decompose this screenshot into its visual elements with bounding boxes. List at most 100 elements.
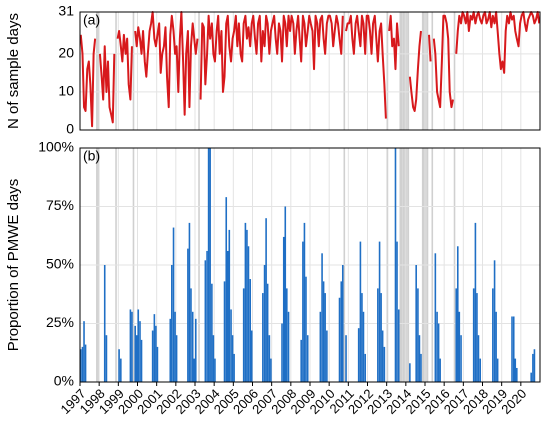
missing-band xyxy=(431,12,434,130)
bar xyxy=(209,148,211,382)
missing-band xyxy=(343,12,346,130)
bar xyxy=(460,335,462,382)
bar xyxy=(244,222,247,382)
bar xyxy=(532,353,534,382)
bar xyxy=(284,206,287,382)
bar xyxy=(533,349,536,382)
bar xyxy=(191,311,194,382)
y-tick-label: 25% xyxy=(46,314,74,330)
bar xyxy=(512,316,515,382)
bar xyxy=(286,288,288,382)
bar xyxy=(169,318,172,382)
y-tick-label: 75% xyxy=(46,197,74,213)
missing-band xyxy=(404,12,406,130)
panel-label: (a) xyxy=(83,12,100,28)
bar xyxy=(394,148,397,382)
data-line xyxy=(79,11,541,128)
bar xyxy=(496,358,499,382)
bar xyxy=(282,236,285,382)
bar xyxy=(105,335,108,382)
bar xyxy=(214,358,216,382)
bar xyxy=(171,265,173,382)
bar xyxy=(300,339,302,382)
bar xyxy=(204,260,207,382)
bar xyxy=(211,283,213,382)
bar xyxy=(458,311,461,382)
bar xyxy=(359,241,362,382)
bar xyxy=(172,227,175,382)
bar xyxy=(281,323,283,382)
bar xyxy=(193,358,196,382)
bar xyxy=(306,335,309,382)
bar xyxy=(156,346,159,382)
bar xyxy=(140,339,143,382)
bar xyxy=(226,250,229,382)
bar xyxy=(242,288,245,382)
bar xyxy=(223,281,226,382)
bar xyxy=(302,241,304,382)
bar xyxy=(249,279,251,382)
missing-band xyxy=(399,12,402,130)
bar xyxy=(319,311,322,382)
missing-band xyxy=(386,12,389,130)
bar xyxy=(418,335,421,382)
bar xyxy=(378,241,381,382)
y-tick-label: 0% xyxy=(54,373,74,389)
bar xyxy=(420,353,422,382)
bar xyxy=(492,288,494,382)
bar xyxy=(79,349,82,382)
y-tick-label: 50% xyxy=(46,256,74,272)
bar xyxy=(268,335,271,382)
bar xyxy=(230,309,232,382)
bar xyxy=(83,321,85,382)
bar xyxy=(118,349,120,382)
bar xyxy=(246,229,248,382)
bar xyxy=(131,311,133,382)
bar xyxy=(155,325,157,382)
bar xyxy=(396,241,398,382)
bar xyxy=(514,358,517,382)
missing-band xyxy=(401,12,403,130)
bar xyxy=(206,250,208,382)
y-tick-label: 10 xyxy=(58,83,74,99)
missing-band xyxy=(132,12,135,130)
bar xyxy=(263,265,266,382)
missing-band xyxy=(421,12,424,130)
bar xyxy=(456,246,459,382)
bar xyxy=(129,309,132,382)
bar xyxy=(305,276,307,382)
missing-band xyxy=(453,12,456,130)
panel-label: (b) xyxy=(83,148,100,164)
bar xyxy=(153,314,156,382)
bar xyxy=(225,197,228,382)
bar xyxy=(345,335,347,382)
bar xyxy=(322,281,325,382)
bar xyxy=(439,358,441,382)
bar xyxy=(516,367,518,382)
missing-band xyxy=(198,12,200,130)
bar xyxy=(472,288,475,382)
bar xyxy=(120,358,122,382)
bar xyxy=(341,265,344,382)
bar xyxy=(137,309,140,382)
bar xyxy=(262,293,264,382)
y-axis-label: N of sample days xyxy=(5,13,22,129)
y-tick-label: 0 xyxy=(66,121,74,137)
y-axis-label: Proportion of PMWE days xyxy=(5,179,22,352)
bar xyxy=(139,321,141,382)
bar xyxy=(134,325,136,382)
bar xyxy=(270,358,272,382)
bar xyxy=(324,293,326,382)
missing-band xyxy=(423,12,426,130)
bar xyxy=(321,253,323,382)
missing-band xyxy=(426,12,429,130)
missing-band xyxy=(407,12,410,130)
missing-band xyxy=(402,12,405,130)
bar xyxy=(417,288,419,382)
bar xyxy=(383,346,386,382)
missing-band xyxy=(424,12,427,130)
bar xyxy=(135,335,138,382)
bar xyxy=(340,281,343,382)
bar xyxy=(415,265,417,382)
